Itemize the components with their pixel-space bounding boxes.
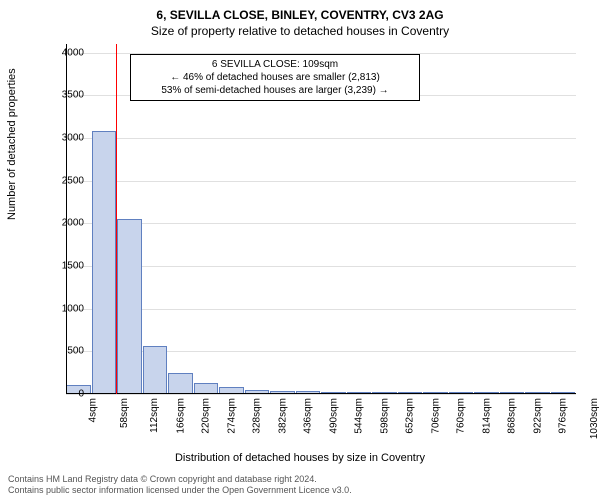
annotation-line2: ← 46% of detached houses are smaller (2,… <box>135 71 415 84</box>
x-tick-label: 922sqm <box>532 398 543 434</box>
annotation-line3: 53% of semi-detached houses are larger (… <box>135 84 415 97</box>
y-axis-label: Number of detached properties <box>6 68 18 220</box>
gridline <box>66 394 576 395</box>
footer: Contains HM Land Registry data © Crown c… <box>8 474 592 496</box>
y-tick-label: 4000 <box>62 47 84 58</box>
gridline <box>66 223 576 224</box>
x-tick-label: 490sqm <box>328 398 339 434</box>
y-tick-label: 2500 <box>62 175 84 186</box>
x-tick-label: 814sqm <box>481 398 492 434</box>
y-tick-label: 3000 <box>62 132 84 143</box>
x-tick-label: 544sqm <box>354 398 365 434</box>
x-tick-label: 58sqm <box>119 398 130 428</box>
y-tick-label: 0 <box>78 389 84 400</box>
gridline <box>66 309 576 310</box>
chart-container: 6, SEVILLA CLOSE, BINLEY, COVENTRY, CV3 … <box>0 0 600 500</box>
x-tick-label: 1030sqm <box>589 398 600 439</box>
y-tick-label: 1000 <box>62 303 84 314</box>
histogram-bar <box>143 346 168 394</box>
x-tick-label: 976sqm <box>558 398 569 434</box>
x-tick-label: 382sqm <box>277 398 288 434</box>
x-tick-label: 652sqm <box>405 398 416 434</box>
gridline <box>66 138 576 139</box>
x-tick-label: 868sqm <box>507 398 518 434</box>
x-tick-label: 274sqm <box>226 398 237 434</box>
histogram-bar <box>117 219 142 394</box>
gridline <box>66 266 576 267</box>
chart-title-address: 6, SEVILLA CLOSE, BINLEY, COVENTRY, CV3 … <box>0 8 600 22</box>
x-tick-label: 760sqm <box>456 398 467 434</box>
x-tick-label: 706sqm <box>430 398 441 434</box>
histogram-bar <box>168 373 193 394</box>
footer-line1: Contains HM Land Registry data © Crown c… <box>8 474 592 485</box>
chart-subtitle: Size of property relative to detached ho… <box>0 24 600 38</box>
x-tick-label: 166sqm <box>175 398 186 434</box>
x-tick-label: 436sqm <box>303 398 314 434</box>
annotation-box: 6 SEVILLA CLOSE: 109sqm ← 46% of detache… <box>130 54 420 101</box>
x-axis-line <box>66 393 576 394</box>
property-marker-line <box>116 44 117 394</box>
y-tick-label: 500 <box>67 346 84 357</box>
gridline <box>66 181 576 182</box>
x-tick-label: 598sqm <box>379 398 390 434</box>
histogram-bar <box>92 131 117 394</box>
y-tick-label: 1500 <box>62 260 84 271</box>
x-tick-label: 112sqm <box>149 398 160 433</box>
x-tick-label: 4sqm <box>87 398 98 422</box>
footer-line2: Contains public sector information licen… <box>8 485 592 496</box>
y-tick-label: 2000 <box>62 218 84 229</box>
x-tick-label: 328sqm <box>252 398 263 434</box>
annotation-line1: 6 SEVILLA CLOSE: 109sqm <box>135 58 415 71</box>
y-tick-label: 3500 <box>62 90 84 101</box>
x-tick-label: 220sqm <box>201 398 212 434</box>
x-axis-label: Distribution of detached houses by size … <box>0 452 600 464</box>
